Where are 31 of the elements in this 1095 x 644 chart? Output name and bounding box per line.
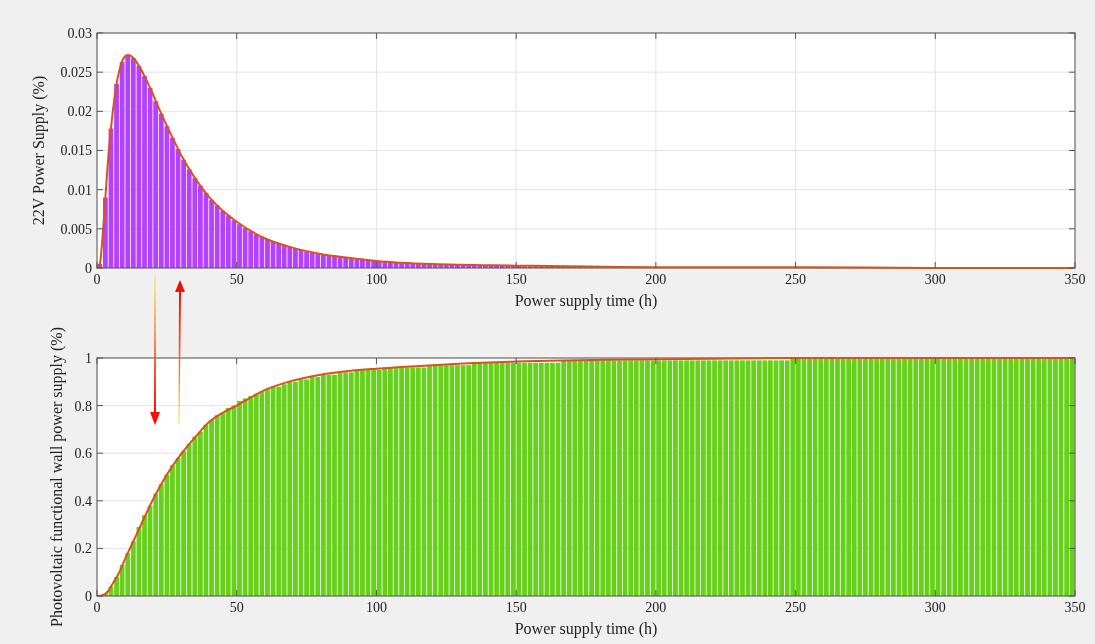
x-tick-label: 300 [924, 600, 946, 615]
y-tick-label: 0 [85, 588, 92, 604]
y-tick-label: 0.8 [74, 398, 92, 414]
y-tick-label: 1 [85, 350, 92, 366]
x-tick-label: 150 [505, 600, 527, 615]
y-axis-title: Photovoltaic functional wall power supply (%) [48, 327, 66, 627]
x-tick-label: 200 [645, 600, 667, 615]
x-axis-title: Power supply time (h) [514, 292, 658, 310]
y-tick-label: 0.02 [67, 104, 92, 120]
x-tick-label: 300 [924, 272, 946, 287]
y-tick-label: 0.005 [60, 221, 92, 237]
x-tick-label: 50 [229, 272, 244, 287]
x-tick-label: 100 [365, 272, 387, 287]
x-tick-label: 250 [785, 600, 807, 615]
y-tick-label: 0.01 [67, 182, 92, 198]
x-tick-label: 350 [1064, 272, 1086, 287]
y-tick-label: 0.03 [67, 25, 92, 41]
x-axis-title: Power supply time (h) [514, 620, 658, 638]
y-tick-label: 0.015 [60, 143, 92, 159]
x-tick-label: 200 [645, 272, 667, 287]
x-tick-label: 50 [229, 600, 244, 615]
x-tick-label: 100 [365, 600, 387, 615]
y-tick-label: 0.025 [60, 65, 92, 81]
x-tick-label: 150 [505, 272, 527, 287]
y-tick-label: 0 [85, 260, 92, 276]
y-tick-label: 0.4 [74, 493, 92, 509]
x-tick-label: 350 [1064, 600, 1086, 615]
y-tick-label: 0.6 [74, 446, 92, 462]
y-tick-label: 0.2 [74, 541, 92, 557]
y-axis-title: 22V Power Supply (%) [30, 75, 48, 226]
x-tick-label: 250 [785, 272, 807, 287]
